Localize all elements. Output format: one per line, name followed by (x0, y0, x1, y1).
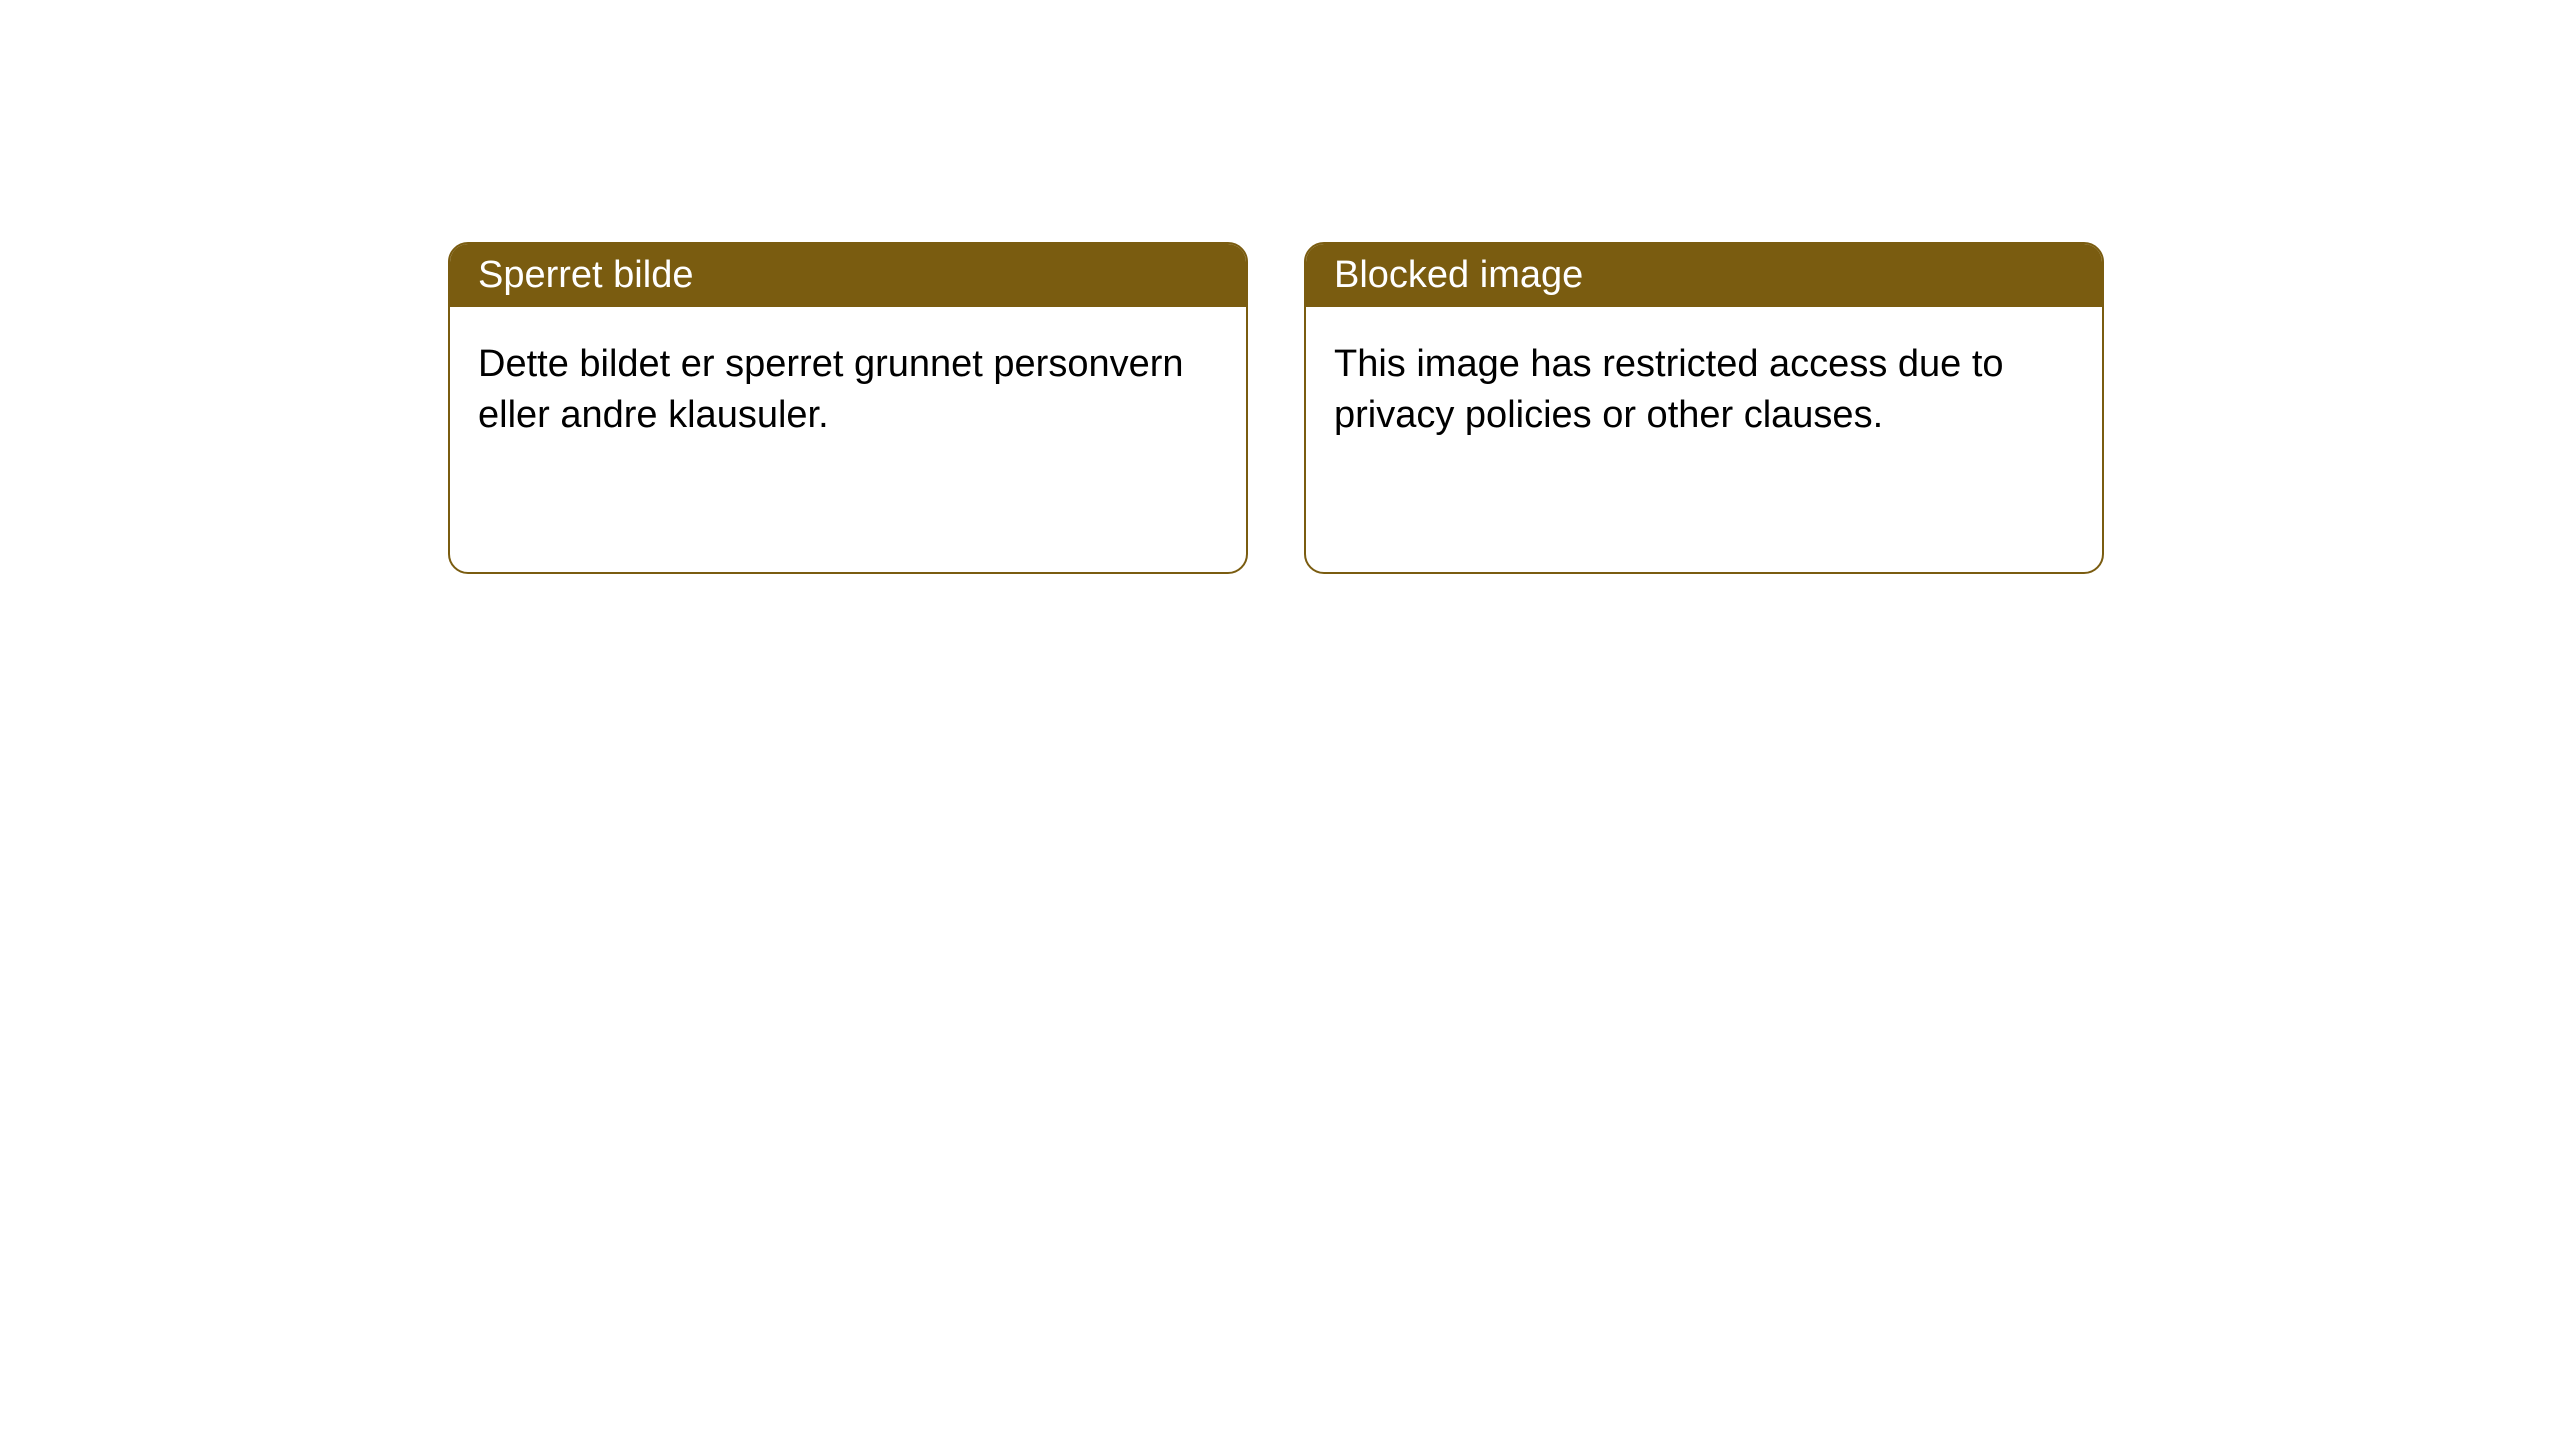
notice-card-norwegian: Sperret bilde Dette bildet er sperret gr… (448, 242, 1248, 574)
notice-container: Sperret bilde Dette bildet er sperret gr… (448, 242, 2104, 574)
notice-header-norwegian: Sperret bilde (450, 244, 1246, 307)
notice-body-norwegian: Dette bildet er sperret grunnet personve… (450, 307, 1246, 474)
notice-card-english: Blocked image This image has restricted … (1304, 242, 2104, 574)
notice-body-english: This image has restricted access due to … (1306, 307, 2102, 474)
notice-header-english: Blocked image (1306, 244, 2102, 307)
